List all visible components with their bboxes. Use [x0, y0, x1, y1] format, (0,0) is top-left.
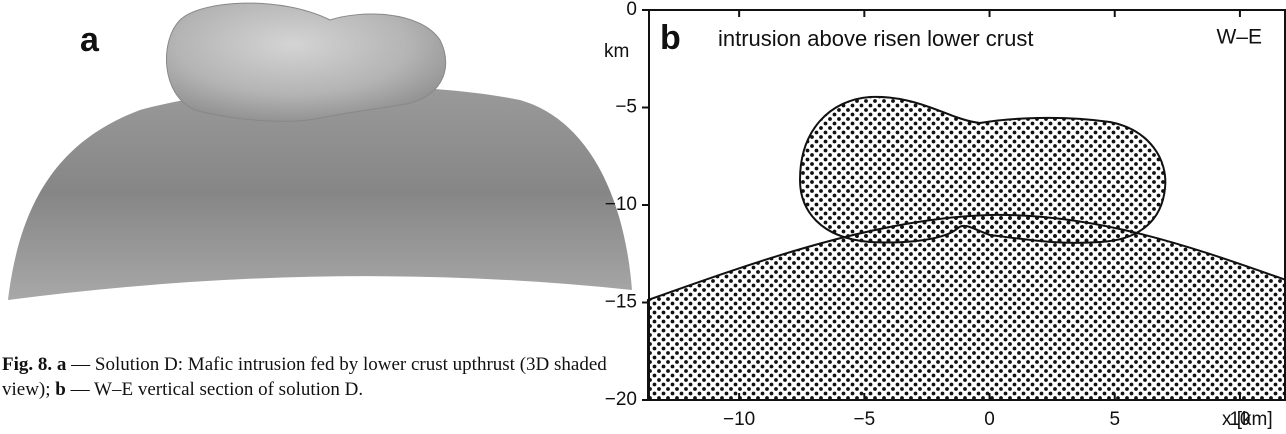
crust-dome	[8, 86, 632, 300]
y-tick-label: 0	[626, 0, 637, 20]
x-tick-label: 0	[984, 409, 995, 430]
y-tick-label: −20	[605, 389, 637, 410]
plot-area	[647, 9, 1286, 401]
intrusion-section	[798, 95, 1167, 244]
y-tick-label: −15	[605, 292, 637, 313]
x-tick-label: 5	[1109, 409, 1120, 430]
x-tick-label: 10	[1229, 409, 1250, 430]
part-label: b	[55, 379, 66, 400]
y-tick-label: −10	[605, 194, 637, 215]
panel-label: a	[80, 21, 100, 59]
lower-crust	[647, 213, 1286, 401]
y-tick-label: −5	[615, 97, 637, 118]
caption-text: — W–E vertical section of solution D.	[65, 379, 364, 400]
caption: Fig. 8. a — Solution D: Mafic intrusion …	[2, 352, 642, 402]
x-axis-label: x [km]	[1222, 409, 1273, 430]
part-label: a	[56, 354, 67, 375]
direction-label: W–E	[1216, 26, 1262, 49]
chart-title: intrusion above risen lower crust	[718, 26, 1033, 51]
x-tick-label: −5	[854, 409, 876, 430]
x-tick-label: −10	[723, 409, 755, 430]
fig-number: Fig. 8.	[2, 354, 53, 375]
caption-text: — Solution D: Mafic intrusion fed by low…	[2, 354, 607, 400]
y-axis-label: km	[604, 41, 629, 62]
panel-label: b	[660, 19, 681, 57]
intrusion-3d	[166, 2, 447, 122]
